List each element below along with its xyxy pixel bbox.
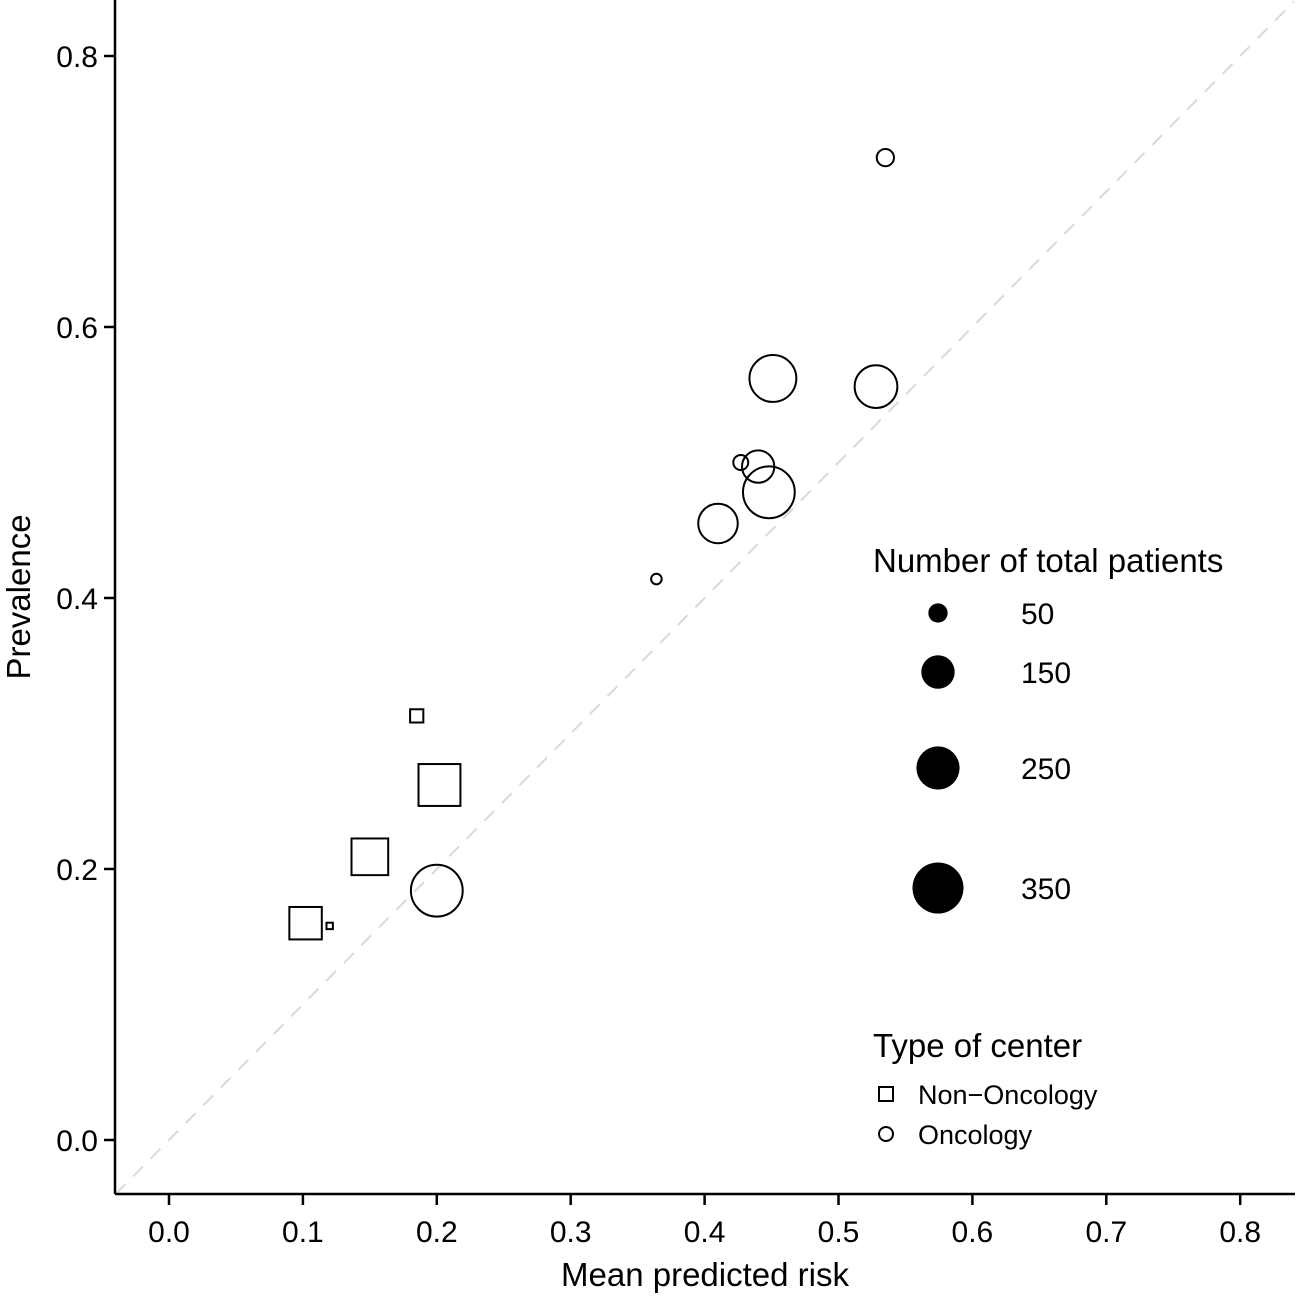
x-tick-label-3: 0.3 xyxy=(550,1216,592,1249)
point-non-oncology-12 xyxy=(288,905,323,941)
y-tick-label-3: 0.6 xyxy=(56,312,98,345)
reference-line-layer xyxy=(114,1,1295,1195)
point-non-oncology-13 xyxy=(325,921,334,931)
point-oncology-7 xyxy=(650,572,663,586)
x-tick-label-7: 0.7 xyxy=(1085,1216,1127,1249)
type-legend-label-1: Oncology xyxy=(918,1120,1033,1150)
identity-reference-line xyxy=(114,1,1295,1195)
y-axis-title: Prevalence xyxy=(0,514,37,679)
x-axis-title: Mean predicted risk xyxy=(561,1256,849,1293)
point-non-oncology-10 xyxy=(417,763,462,807)
point-oncology-1 xyxy=(748,354,798,403)
x-tick-label-2: 0.2 xyxy=(416,1216,458,1249)
y-tick-label-4: 0.8 xyxy=(56,41,98,74)
size-legend-key-1 xyxy=(921,655,955,689)
point-oncology-3 xyxy=(732,454,750,471)
size-legend-label-0: 50 xyxy=(1021,598,1054,631)
point-oncology-0 xyxy=(875,147,895,168)
size-legend-title: Number of total patients xyxy=(873,542,1223,579)
point-oncology-5 xyxy=(741,465,796,520)
type-legend-key-square xyxy=(878,1086,894,1102)
size-legend-label-1: 150 xyxy=(1021,657,1071,690)
size-legend-label-3: 350 xyxy=(1021,873,1071,906)
size-legend-key-3 xyxy=(912,862,964,914)
size-legend-key-2 xyxy=(916,746,960,790)
x-tick-label-6: 0.6 xyxy=(952,1216,994,1249)
point-oncology-8 xyxy=(409,863,464,918)
type-legend-label-0: Non−Oncology xyxy=(918,1080,1098,1110)
y-tick-label-0: 0.0 xyxy=(56,1125,98,1158)
y-tick-label-2: 0.4 xyxy=(56,583,98,616)
points-layer xyxy=(288,147,899,941)
axes-layer: 0.0 0.1 0.2 0.3 0.4 0.5 0.6 0.7 0.8 0.0 0.2 0.4 0.6 0… xyxy=(56,0,1295,1249)
y-tick-label-1: 0.2 xyxy=(56,854,98,887)
size-legend-label-2: 250 xyxy=(1021,753,1071,786)
x-tick-label-5: 0.5 xyxy=(818,1216,860,1249)
x-tick-label-0: 0.0 xyxy=(148,1216,190,1249)
legend: Number of total patients Type of center … xyxy=(873,542,1223,1150)
point-oncology-2 xyxy=(853,364,899,409)
type-legend-key-circle xyxy=(878,1126,894,1142)
x-tick-label-8: 0.8 xyxy=(1219,1216,1261,1249)
point-oncology-6 xyxy=(697,502,739,545)
point-non-oncology-9 xyxy=(409,708,425,724)
type-legend-title: Type of center xyxy=(873,1027,1082,1064)
point-non-oncology-11 xyxy=(350,837,390,877)
x-tick-label-4: 0.4 xyxy=(684,1216,726,1249)
size-legend-key-0 xyxy=(928,603,948,623)
x-tick-label-1: 0.1 xyxy=(282,1216,324,1249)
